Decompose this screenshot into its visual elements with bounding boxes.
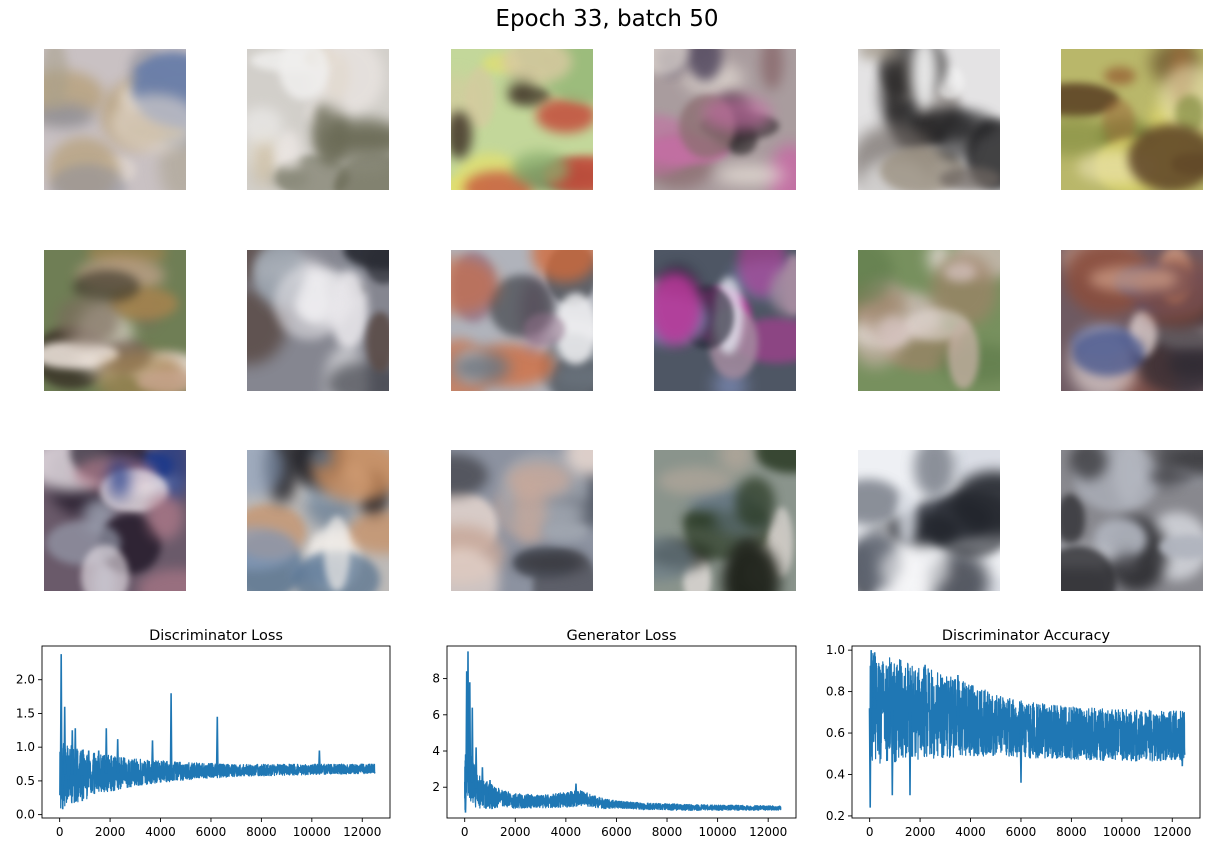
y-tick-label: 0.0	[16, 808, 35, 822]
series-spike	[474, 747, 478, 789]
chart-title: Generator Loss	[566, 628, 676, 644]
generated-sample-image	[247, 450, 389, 591]
x-tick-label: 0	[461, 825, 469, 839]
chart-2: Generator Loss 0 2000 4000 6000 8000 10000 1200…	[432, 628, 797, 839]
series-spike	[80, 775, 84, 802]
x-tick-label: 8000	[1056, 825, 1087, 839]
series-spike	[215, 716, 219, 771]
y-tick-label: 1.5	[16, 706, 35, 720]
x-tick-label: 4000	[145, 825, 176, 839]
series-spike	[868, 708, 872, 808]
series-spike	[1180, 736, 1184, 767]
series-spike	[481, 767, 484, 794]
series-spike	[956, 674, 960, 719]
x-tick-label: 10000	[1103, 825, 1141, 839]
generated-sample-image	[654, 450, 796, 591]
series-spike	[61, 775, 65, 810]
y-tick-label: 1.0	[826, 643, 845, 657]
x-tick-label: 2000	[905, 825, 936, 839]
x-tick-label: 12000	[1153, 825, 1191, 839]
y-tick-label: 0.4	[826, 767, 845, 781]
series-spike	[59, 654, 63, 777]
x-tick-label: 10000	[699, 825, 737, 839]
series-spike	[468, 682, 472, 777]
generated-sample-image	[1061, 450, 1203, 591]
y-tick-label: 2.0	[16, 673, 35, 687]
series-line	[464, 743, 782, 811]
y-tick-label: 0.5	[16, 774, 35, 788]
x-tick-label: 0	[56, 825, 64, 839]
generated-sample-image	[858, 450, 1000, 591]
plot-frame	[851, 645, 1201, 819]
x-tick-label: 6000	[601, 825, 632, 839]
generated-sample-image	[1061, 250, 1203, 391]
y-tick-label: 0.2	[826, 809, 845, 823]
series-spike	[67, 774, 70, 788]
series-line	[59, 743, 376, 809]
x-tick-label: 6000	[1006, 825, 1037, 839]
y-tick-label: 6	[432, 708, 440, 722]
chart-3: Discriminator Accuracy 0 2000 4000 6000 8000 1…	[826, 628, 1201, 839]
series-line	[869, 653, 1186, 764]
x-tick-label: 12000	[343, 825, 381, 839]
figure-title: Epoch 33, batch 50	[495, 6, 719, 32]
y-tick-label: 0.8	[826, 685, 845, 699]
series-spike	[104, 728, 108, 774]
chart-1: Discriminator Loss 0 2000 4000 6000 8000 10000…	[16, 628, 391, 839]
series-spike	[890, 709, 894, 796]
generated-sample-image	[247, 250, 389, 391]
generated-sample-image	[654, 250, 796, 391]
series-spike	[466, 651, 470, 772]
generated-sample-image	[44, 49, 186, 190]
series-spike	[574, 783, 578, 799]
generated-sample-image	[451, 450, 593, 591]
x-tick-label: 4000	[955, 825, 986, 839]
x-tick-label: 2000	[95, 825, 126, 839]
x-tick-label: 6000	[196, 825, 227, 839]
series-spike	[873, 652, 877, 709]
x-tick-label: 10000	[293, 825, 331, 839]
generated-sample-image	[654, 49, 796, 190]
plot-frame	[41, 645, 391, 819]
x-tick-label: 8000	[246, 825, 277, 839]
series-spike	[116, 739, 120, 774]
generated-sample-image	[858, 250, 1000, 391]
series-spike	[488, 779, 492, 797]
x-tick-label: 12000	[749, 825, 787, 839]
x-tick-label: 8000	[652, 825, 683, 839]
series-spike	[464, 781, 467, 813]
generated-sample-image	[858, 49, 1000, 190]
x-tick-label: 0	[866, 825, 874, 839]
series-spike	[923, 664, 927, 714]
generated-sample-image	[247, 49, 389, 190]
x-tick-label: 2000	[500, 825, 531, 839]
series-spike	[869, 650, 873, 709]
series-spike	[97, 750, 101, 775]
series-spike	[151, 740, 154, 772]
generated-sample-image	[451, 250, 593, 391]
plot-frame	[446, 645, 797, 819]
series-spike	[470, 707, 474, 783]
y-tick-label: 2	[432, 780, 440, 794]
series-spike	[87, 750, 91, 775]
series-spike	[70, 730, 74, 775]
generated-sample-image	[1061, 49, 1203, 190]
series-spike	[908, 711, 912, 796]
series-spike	[73, 728, 77, 776]
chart-title: Discriminator Accuracy	[942, 628, 1111, 644]
x-tick-label: 4000	[551, 825, 582, 839]
y-tick-label: 8	[432, 672, 440, 686]
y-tick-label: 4	[432, 744, 440, 758]
y-tick-label: 1.0	[16, 740, 35, 754]
y-tick-label: 0.6	[826, 726, 845, 740]
generated-sample-image	[44, 250, 186, 391]
generated-sample-image	[451, 49, 593, 190]
chart-title: Discriminator Loss	[149, 628, 283, 644]
series-spike	[1019, 728, 1023, 783]
generated-sample-image	[44, 450, 186, 591]
series-spike	[318, 750, 321, 770]
series-spike	[169, 693, 173, 772]
series-spike	[63, 706, 67, 775]
